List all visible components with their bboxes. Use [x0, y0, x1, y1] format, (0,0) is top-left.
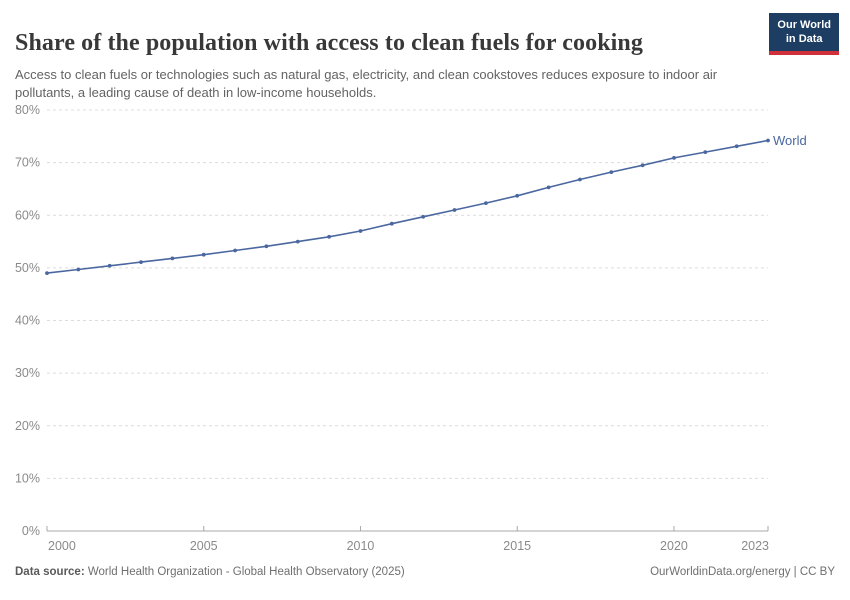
- data-point-world-2020[interactable]: [672, 156, 676, 160]
- data-point-world-2001[interactable]: [76, 267, 81, 272]
- data-point-world-2012[interactable]: [421, 214, 426, 219]
- data-point-world-2013[interactable]: [452, 208, 457, 212]
- data-point-world-2004[interactable]: [170, 256, 175, 261]
- x-tick-label-2010: 2010: [347, 539, 375, 553]
- footer: Data source: World Health Organization -…: [15, 566, 835, 578]
- data-source-text: World Health Organization - Global Healt…: [84, 566, 405, 578]
- y-tick-label-0: 0%: [22, 524, 40, 538]
- data-point-world-2021[interactable]: [703, 150, 708, 155]
- y-tick-label-30: 30%: [15, 366, 40, 380]
- credit-link[interactable]: OurWorldinData.org/energy | CC BY: [650, 566, 835, 578]
- data-point-world-2003[interactable]: [139, 260, 143, 264]
- data-point-world-2016[interactable]: [546, 185, 551, 190]
- data-point-world-2008[interactable]: [295, 239, 300, 244]
- y-tick-label-10: 10%: [15, 471, 40, 485]
- x-tick-label-2005: 2005: [190, 539, 218, 553]
- data-point-world-2002[interactable]: [107, 263, 112, 268]
- y-tick-label-20: 20%: [15, 419, 40, 433]
- y-tick-label-70: 70%: [15, 156, 40, 170]
- data-point-world-2006[interactable]: [233, 248, 238, 253]
- data-point-world-2010[interactable]: [358, 229, 363, 233]
- x-tick-label-2020: 2020: [660, 539, 688, 553]
- series-end-label-world[interactable]: World: [773, 133, 807, 148]
- data-source-note: Data source: World Health Organization -…: [15, 566, 405, 578]
- chart-subtitle: Access to clean fuels or technologies su…: [15, 67, 718, 101]
- y-tick-label-60: 60%: [15, 208, 40, 222]
- y-tick-label-80: 80%: [15, 103, 40, 117]
- series-line-world[interactable]: [46, 139, 769, 274]
- owid-logo-line1: Our World: [777, 19, 831, 31]
- data-point-world-2015[interactable]: [515, 193, 520, 198]
- x-tick-label-2000: 2000: [48, 539, 76, 553]
- data-point-world-2023[interactable]: [766, 138, 770, 143]
- x-tick-label-2015: 2015: [503, 539, 531, 553]
- data-point-world-2019[interactable]: [640, 163, 645, 168]
- owid-logo-line2: in Data: [785, 33, 823, 46]
- data-point-world-2017[interactable]: [578, 177, 582, 182]
- data-point-world-2011[interactable]: [389, 221, 394, 226]
- data-point-world-2005[interactable]: [201, 252, 206, 257]
- data-point-world-2018[interactable]: [609, 170, 614, 175]
- owid-logo[interactable]: Our World in Data: [769, 13, 839, 55]
- y-tick-label-50: 50%: [15, 261, 40, 275]
- data-point-world-2022[interactable]: [734, 144, 739, 149]
- data-point-world-2007[interactable]: [264, 244, 269, 249]
- page-title: Share of the population with access to c…: [15, 30, 643, 57]
- data-point-world-2000[interactable]: [45, 271, 49, 275]
- data-source-label: Data source:: [15, 566, 85, 578]
- y-tick-label-40: 40%: [15, 314, 40, 328]
- data-point-world-2009[interactable]: [327, 234, 331, 239]
- data-point-world-2014[interactable]: [484, 201, 488, 206]
- x-tick-label-2023: 2023: [741, 539, 769, 553]
